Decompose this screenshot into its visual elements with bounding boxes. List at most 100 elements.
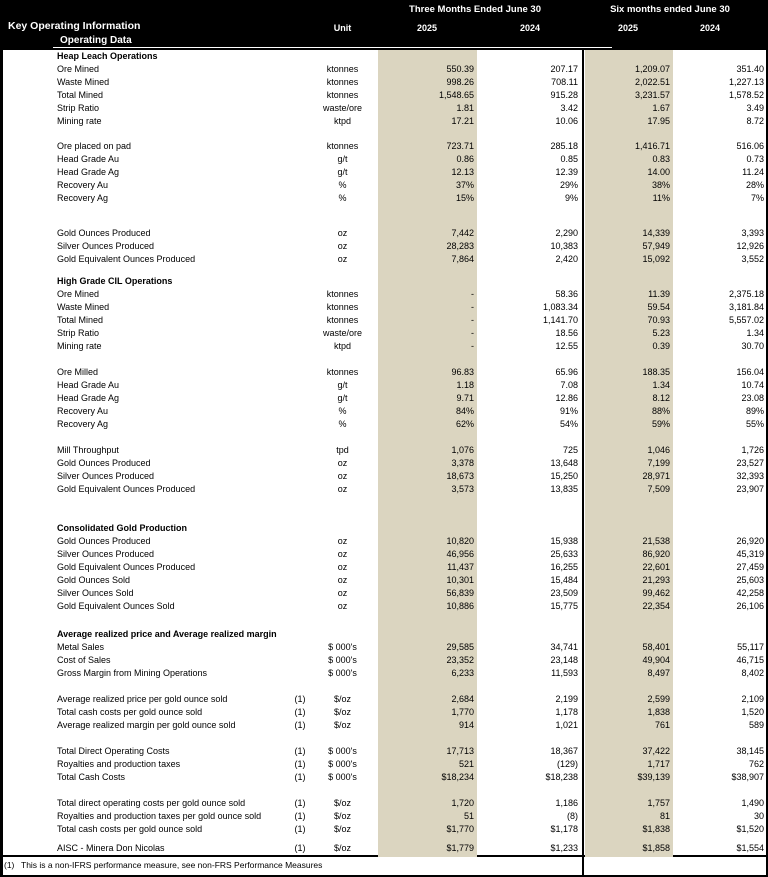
footnote-ref: (1) [294, 707, 306, 717]
value-cell-6m-2025: $39,139 [637, 772, 670, 782]
footnote-ref [290, 418, 310, 431]
value-cell-6m-2024: 89% [745, 406, 764, 416]
value-cell-q-2024: 1,083.34 [542, 302, 578, 312]
table-border-left [0, 0, 3, 877]
row-label: Ore Milled [57, 367, 99, 377]
data-row: Recovery Ag% 15% 9% 11% 7% [0, 192, 768, 205]
footnote-ref [290, 654, 310, 667]
operating-data-underline [53, 47, 612, 48]
value-cell-q-2024: 23,509 [550, 588, 578, 598]
unit-cell: ktpd [333, 341, 351, 351]
row-label: Ore Mined [57, 289, 100, 299]
data-row: Metal Sales $ 000's 29,585 34,741 58,401 55,1… [0, 641, 768, 654]
value-cell-6m-2025: 1.67 [652, 103, 670, 113]
row-label: Mining rate [57, 116, 102, 126]
value-cell-q-2025: 28,283 [446, 241, 474, 251]
year-header-6m-2025: 2025 [617, 23, 639, 33]
value-cell-6m-2025: 11% [652, 193, 670, 203]
data-row: Gold Ounces Sold oz 10,301 15,484 21,293 25,6… [0, 574, 768, 587]
value-cell-q-2024: 34,741 [550, 642, 578, 652]
unit-cell: oz [337, 549, 348, 559]
value-cell-q-2025: 998.26 [446, 77, 474, 87]
value-cell-6m-2025: 22,601 [642, 562, 670, 572]
data-row: Ore Mined ktonnes - 58.36 11.39 2,375.18 [0, 288, 768, 301]
unit-cell: oz [337, 575, 348, 585]
row-label: Average realized price per gold ounce so… [57, 694, 228, 704]
footnote-text: This is a non-IFRS performance measure, … [21, 860, 323, 870]
unit-cell [310, 50, 375, 63]
row-label: Strip Ratio [57, 328, 100, 338]
value-cell-q-2025: 6,233 [451, 668, 474, 678]
value-cell-6m-2025: 38% [651, 180, 670, 190]
row-label: Recovery Ag [57, 419, 109, 429]
value-cell-q-2025: 7,864 [451, 254, 474, 264]
table-border-bottom [0, 875, 768, 877]
value-cell-6m-2025: 2,022.51 [634, 77, 670, 87]
value-cell-6m-2025: 15,092 [642, 254, 670, 264]
value-cell-6m-2025: 7,509 [647, 484, 670, 494]
value-cell-q-2024: 1,186 [555, 798, 578, 808]
row-label: AISC - Minera Don Nicolas [57, 843, 165, 853]
value-cell-6m-2025: 1.34 [652, 380, 670, 390]
data-row: Average realized margin per gold ounce s… [0, 719, 768, 732]
spacer-row [0, 784, 768, 797]
value-cell-6m-2024: 26,920 [736, 536, 764, 546]
footnote-ref [290, 253, 310, 266]
row-label: Royalties and production taxes per gold … [57, 811, 262, 821]
value-cell-6m-2025: 14,339 [642, 228, 670, 238]
value-cell-q-2024: 13,648 [550, 458, 578, 468]
unit-cell: g/t [337, 167, 348, 177]
row-label: Head Grade Au [57, 380, 120, 390]
spacer-row [0, 128, 768, 140]
data-row: Total Mined ktonnes - 1,141.70 70.93 5,557.02 [0, 314, 768, 327]
unit-cell: $ 000's [328, 759, 357, 769]
row-label: Silver Ounces Sold [57, 588, 134, 598]
footnote-ref [290, 405, 310, 418]
footnote-marker: (1) [4, 860, 15, 870]
footnote-ref: (1) [294, 811, 306, 821]
unit-cell: $/oz [333, 811, 351, 821]
value-cell-q-2025: 46,956 [446, 549, 474, 559]
value-cell-q-2025: 51 [463, 811, 474, 821]
footnote-ref [290, 115, 310, 128]
unit-cell [310, 275, 375, 288]
value-cell-6m-2025: 70.93 [647, 315, 670, 325]
value-cell-6m-2024: 1,520 [741, 707, 764, 717]
value-cell-q-2025: $18,234 [441, 772, 474, 782]
value-cell-q-2024: 2,199 [555, 694, 578, 704]
value-cell-6m-2025: 37,422 [642, 746, 670, 756]
value-cell-6m-2024: 1,490 [741, 798, 764, 808]
value-cell-q-2024: 12.39 [555, 167, 578, 177]
value-cell-6m-2024: 23.08 [741, 393, 764, 403]
data-row: Recovery Ag% 62% 54% 59% 55% [0, 418, 768, 431]
value-cell-6m-2025 [580, 522, 673, 535]
data-row: Recovery Au% 37% 29% 38% 28% [0, 179, 768, 192]
footnote-ref [290, 522, 310, 535]
spacer-row [0, 266, 768, 275]
value-cell-q-2025: 2,684 [451, 694, 474, 704]
data-row: Head Grade Ag g/t 12.13 12.39 14.00 11.24 [0, 166, 768, 179]
value-cell-q-2025: 18,673 [446, 471, 474, 481]
unit-cell: $ 000's [328, 642, 357, 652]
footnote-ref [290, 548, 310, 561]
data-row: Total direct operating costs per gold ou… [0, 797, 768, 810]
year-header-q-2024: 2024 [519, 23, 541, 33]
row-label: Gold Ounces Produced [57, 536, 151, 546]
footnote-ref [290, 561, 310, 574]
value-cell-q-2025 [375, 628, 477, 641]
data-row: Ore Mined ktonnes 550.39 207.17 1,209.07 351.… [0, 63, 768, 76]
value-cell-6m-2024: 23,907 [736, 484, 764, 494]
highlight-column-six-months-2025 [585, 50, 673, 857]
value-cell-q-2024 [477, 522, 580, 535]
unit-cell [310, 522, 375, 535]
row-label: Head Grade Ag [57, 393, 120, 403]
data-row: Strip Ratio waste/ore - 18.56 5.23 1.34 [0, 327, 768, 340]
value-cell-q-2024: 708.11 [551, 77, 578, 87]
unit-cell: g/t [337, 380, 348, 390]
row-label: Strip Ratio [57, 103, 100, 113]
value-cell-q-2025: - [471, 328, 474, 338]
unit-cell: waste/ore [322, 103, 363, 113]
data-row: Silver Ounces Produced oz 28,283 10,383 57,9… [0, 240, 768, 253]
value-cell-q-2025: - [471, 315, 474, 325]
value-cell-6m-2025: 58,401 [642, 642, 670, 652]
